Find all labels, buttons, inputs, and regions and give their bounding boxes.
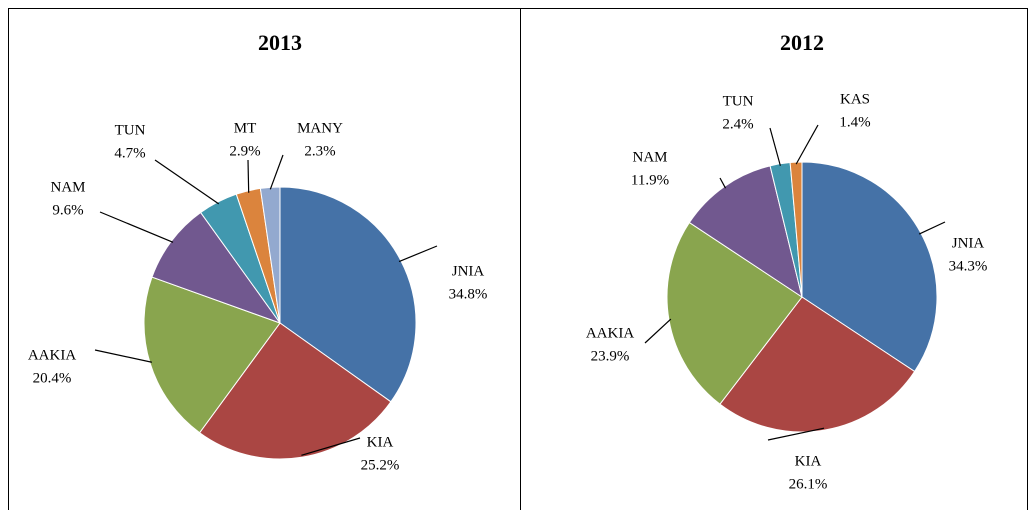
slice-value: 2.4% — [722, 116, 753, 132]
chart-title: 2013 — [258, 30, 302, 55]
leader-line — [247, 159, 250, 193]
leader-line — [154, 159, 220, 205]
slice-label: KIA — [367, 434, 394, 450]
slice-label: NAM — [50, 179, 85, 195]
leader-line — [767, 427, 825, 441]
leader-line — [918, 221, 946, 235]
pie-slice — [198, 322, 392, 460]
slice-label: MT — [234, 120, 257, 136]
slice-label: TUN — [115, 122, 146, 138]
slice-value: 2.3% — [304, 143, 335, 159]
slice-value: 4.7% — [114, 145, 145, 161]
leader-line — [99, 211, 174, 243]
slice-value: 34.8% — [449, 286, 488, 302]
slice-value: 1.4% — [839, 114, 870, 130]
slice-label: JNIA — [452, 263, 485, 279]
leader-line — [94, 349, 152, 363]
frame — [8, 8, 1028, 510]
leader-line — [769, 127, 781, 166]
leader-line — [795, 124, 819, 165]
pie-slice — [789, 161, 803, 298]
slice-value: 25.2% — [361, 457, 400, 473]
slice-label: KAS — [840, 91, 870, 107]
slice-label: NAM — [632, 149, 667, 165]
pie-slice — [719, 296, 916, 433]
slice-label: KIA — [795, 453, 822, 469]
slice-label: MANY — [297, 120, 343, 136]
leader-line — [719, 177, 727, 189]
slice-label: JNIA — [952, 235, 985, 251]
pie-slice — [666, 221, 803, 405]
pie-slice — [143, 276, 281, 434]
slice-label: TUN — [723, 93, 754, 109]
slice-label: AAKIA — [586, 325, 634, 341]
slice-value: 23.9% — [591, 348, 630, 364]
slice-value: 26.1% — [789, 476, 828, 492]
slice-value: 34.3% — [949, 258, 988, 274]
slice-value: 11.9% — [631, 172, 669, 188]
leader-line — [398, 245, 438, 263]
chart-title: 2012 — [780, 30, 824, 55]
pie-slice — [259, 186, 281, 324]
leader-line — [301, 437, 361, 456]
slice-label: AAKIA — [28, 347, 76, 363]
slice-value: 9.6% — [52, 202, 83, 218]
leader-line — [644, 318, 672, 344]
slice-value: 2.9% — [229, 143, 260, 159]
slice-value: 20.4% — [33, 370, 72, 386]
leader-line — [269, 154, 284, 190]
